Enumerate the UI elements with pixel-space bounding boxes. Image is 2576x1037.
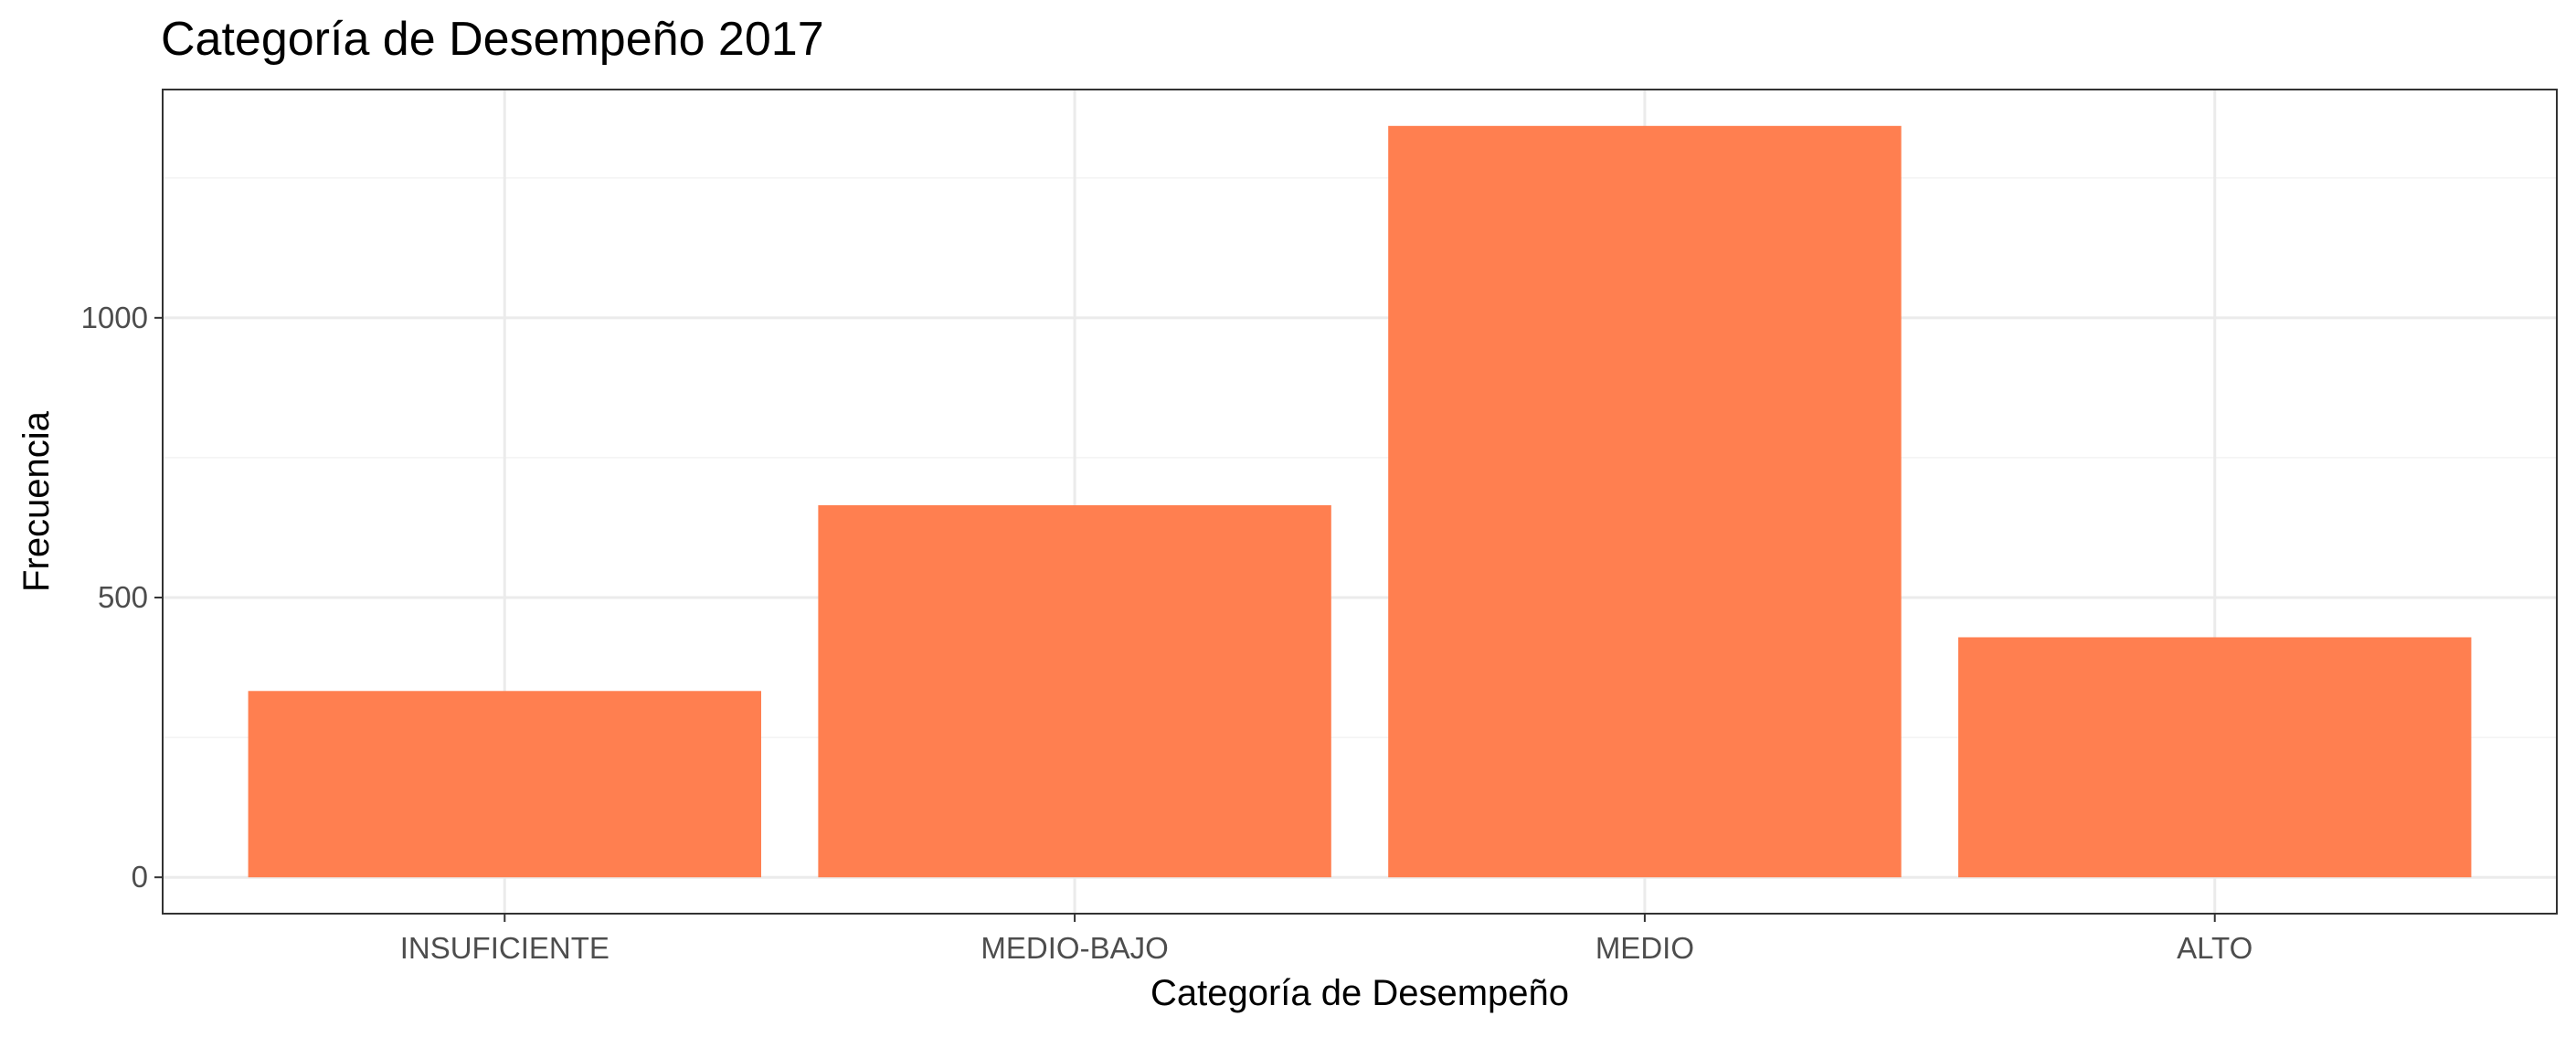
y-tick-label: 500 [98,580,148,614]
chart-title: Categoría de Desempeño 2017 [161,13,824,66]
x-tick-label: INSUFICIENTE [400,931,610,965]
y-tick-label: 1000 [81,301,148,334]
bar-medio-bajo [818,504,1331,878]
x-axis-title: Categoría de Desempeño [1150,973,1569,1013]
y-axis-title: Frecuencia [16,410,57,592]
x-tick-label: MEDIO [1595,931,1694,965]
bars [248,125,2472,878]
bar-insuficiente [248,691,762,878]
bar-alto [1958,637,2472,878]
bar-medio [1388,125,1902,878]
panel-border [162,89,2558,915]
x-tick-label: MEDIO-BAJO [981,931,1168,965]
axes: 0 500 1000 INSUFICIENTE MEDIO-BAJO MEDIO ALTO [81,301,2253,965]
x-tick-label: ALTO [2177,931,2253,965]
y-tick-label: 0 [132,860,148,894]
